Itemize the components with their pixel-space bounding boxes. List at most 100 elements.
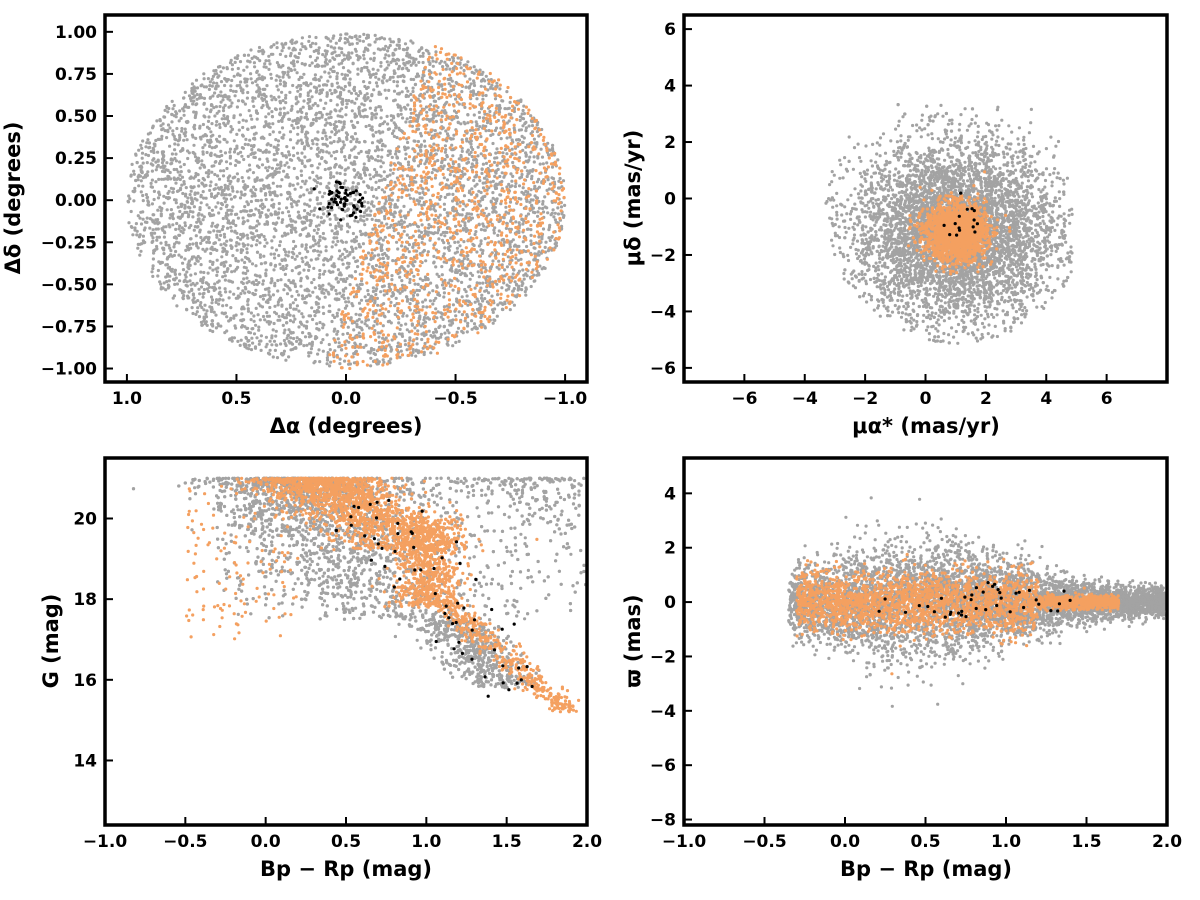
sky-field-point [270, 336, 273, 339]
sky-field-point [533, 220, 536, 223]
sky-field-point [244, 143, 247, 146]
sky-field-point [463, 194, 466, 197]
sky-field-point [327, 291, 330, 294]
sky-field-point [560, 205, 563, 208]
sky-field-point [265, 336, 268, 339]
sky-field-point [189, 237, 192, 240]
sky-field-point [197, 184, 200, 187]
sky-field-point [237, 242, 240, 245]
sky-field-point [315, 137, 318, 140]
sky-field-point [167, 123, 170, 126]
sky-field-point [394, 152, 397, 155]
sky-field-point [414, 283, 417, 286]
sky-field-point [337, 308, 340, 311]
sky-field-point [434, 265, 437, 268]
sky-field-point [406, 103, 409, 106]
sky-points-layer [127, 32, 567, 370]
sky-field-point [269, 340, 272, 343]
sky-field-point [139, 144, 142, 147]
sky-field-point [340, 148, 343, 151]
sky-field-point [234, 230, 237, 233]
sky-field-point [435, 120, 438, 123]
sky-field-point [482, 163, 485, 166]
sky-field-point [557, 212, 560, 215]
sky-field-point [436, 286, 439, 289]
sky-field-point [199, 271, 202, 274]
sky-field-point [301, 36, 304, 39]
sky-field-point [243, 205, 246, 208]
sky-field-point [193, 185, 196, 188]
sky-field-point [480, 172, 483, 175]
sky-field-point [199, 242, 202, 245]
sky-field-point [471, 162, 474, 165]
sky-field-point [131, 233, 134, 236]
sky-field-point [395, 125, 398, 128]
sky-field-point [421, 223, 424, 226]
sky-field-point [420, 324, 423, 327]
sky-field-point [183, 221, 186, 224]
sky-field-point [207, 175, 210, 178]
sky-field-point [329, 223, 332, 226]
sky-field-point [267, 55, 270, 58]
sky-field-point [251, 262, 254, 265]
sky-field-point [440, 83, 443, 86]
sky-field-point [509, 308, 512, 311]
sky-field-point [173, 236, 176, 239]
sky-field-point [372, 312, 375, 315]
sky-field-point [377, 186, 380, 189]
sky-field-point [260, 334, 263, 337]
sky-field-point [228, 182, 231, 185]
sky-field-point [498, 87, 501, 90]
sky-field-point [205, 171, 208, 174]
sky-field-point [343, 155, 346, 158]
sky-field-point [301, 142, 304, 145]
sky-field-point [264, 238, 267, 241]
sky-field-point [173, 148, 176, 151]
sky-field-point [549, 239, 552, 242]
sky-field-point [229, 84, 232, 87]
sky-field-point [389, 301, 392, 304]
sky-field-point [279, 278, 282, 281]
sky-field-point [246, 269, 249, 272]
sky-field-point [374, 293, 377, 296]
sky-field-point [292, 281, 295, 284]
sky-field-point [292, 146, 295, 149]
sky-field-point [219, 243, 222, 246]
sky-field-point [384, 89, 387, 92]
sky-field-point [351, 250, 354, 253]
sky-field-point [162, 122, 165, 125]
sky-field-point [284, 55, 287, 58]
sky-field-point [296, 71, 299, 74]
sky-field-point [214, 314, 217, 317]
sky-field-point [552, 208, 555, 211]
sky-field-point [224, 124, 227, 127]
sky-field-point [551, 144, 554, 147]
sky-field-point [306, 142, 309, 145]
sky-field-point [348, 156, 351, 159]
sky-field-point [409, 278, 412, 281]
sky-field-point [240, 190, 243, 193]
sky-field-point [262, 315, 265, 318]
sky-field-point [404, 120, 407, 123]
sky-field-point [439, 311, 442, 314]
sky-field-point [343, 360, 346, 363]
sky-field-point [429, 299, 432, 302]
sky-field-point [212, 81, 215, 84]
sky-field-point [226, 115, 229, 118]
sky-field-point [315, 322, 318, 325]
sky-field-point [493, 161, 496, 164]
sky-field-point [342, 77, 345, 80]
sky-field-point [270, 277, 273, 280]
sky-field-point [231, 68, 234, 71]
sky-field-point [360, 67, 363, 70]
sky-field-point [378, 174, 381, 177]
sky-field-point [421, 300, 424, 303]
sky-field-point [157, 269, 160, 272]
sky-field-point [402, 205, 405, 208]
sky-field-point [174, 250, 177, 253]
sky-field-point [311, 171, 314, 174]
sky-field-point [489, 181, 492, 184]
sky-field-point [295, 96, 298, 99]
sky-field-point [434, 168, 437, 171]
sky-field-point [254, 347, 257, 350]
